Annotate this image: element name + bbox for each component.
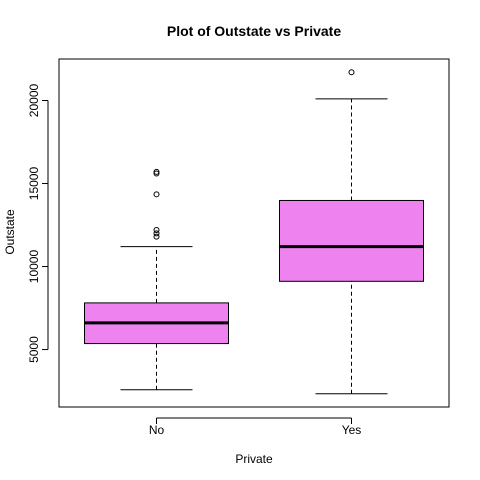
outlier-point bbox=[348, 69, 355, 76]
outlier-point bbox=[153, 168, 160, 175]
x-axis-label: Private bbox=[235, 452, 273, 466]
plot-frame bbox=[58, 58, 450, 408]
plot-marks: 5000 10000 15000 20000 No Yes bbox=[27, 69, 424, 437]
chart-title: Plot of Outstate vs Private bbox=[167, 23, 341, 39]
x-tick-label: No bbox=[149, 423, 165, 437]
outlier-point bbox=[153, 233, 160, 240]
y-tick-label: 20000 bbox=[27, 83, 41, 117]
outlier-point bbox=[153, 170, 160, 177]
outlier-point bbox=[153, 230, 160, 237]
box-iqr bbox=[279, 199, 424, 282]
y-axis-label: Outstate bbox=[3, 209, 17, 255]
outlier-point bbox=[153, 227, 160, 234]
x-tick-label: Yes bbox=[342, 423, 362, 437]
y-tick-label: 10000 bbox=[27, 250, 41, 284]
y-tick-label: 5000 bbox=[27, 336, 41, 363]
outlier-point bbox=[153, 191, 160, 198]
y-tick-label: 15000 bbox=[27, 167, 41, 201]
